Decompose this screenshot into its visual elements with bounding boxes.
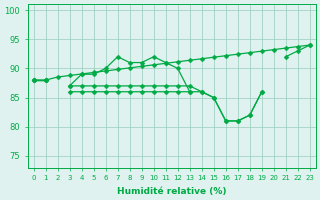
X-axis label: Humidité relative (%): Humidité relative (%) xyxy=(117,187,227,196)
